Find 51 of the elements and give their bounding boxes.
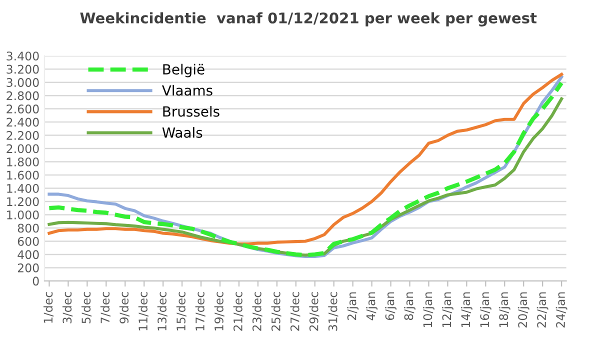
x-tick-label: 8/jan <box>404 292 416 320</box>
x-tick-label: 20/jan <box>518 292 530 328</box>
x-tick-label: 22/jan <box>536 292 548 328</box>
x-tick-label: 18/jan <box>498 292 510 328</box>
legend-label: België <box>163 64 204 78</box>
x-tick-label: 25/dec <box>271 292 282 331</box>
legend-label: Waals <box>162 127 202 138</box>
x-tick-label: 5/dec <box>81 292 92 324</box>
legend-label: Brussels <box>163 106 220 117</box>
y-tick-label: 1.600 <box>7 170 39 180</box>
x-tick-label: 21/dec <box>233 292 244 331</box>
x-tick-label: 11/dec <box>138 292 148 330</box>
x-tick-label: 9/dec <box>119 292 130 324</box>
x-tick-label: 27/dec <box>290 292 300 331</box>
y-tick-label: 3.200 <box>6 64 39 74</box>
x-tick-label: 31/dec <box>328 292 338 331</box>
y-tick-label: 400 <box>18 250 39 260</box>
x-tick-label: 17/dec <box>195 292 206 330</box>
y-tick-label: 0 <box>32 276 39 286</box>
x-tick-label: 12/jan <box>442 292 454 328</box>
y-tick-label: 2.400 <box>6 118 39 127</box>
x-tick-label: 14/jan <box>460 292 472 328</box>
y-tick-label: 600 <box>18 236 39 246</box>
y-tick-label: 1.800 <box>7 157 39 166</box>
x-tick-label: 15/dec <box>176 292 186 330</box>
y-tick-label: 2.600 <box>6 104 39 114</box>
x-tick-label: 1/dec <box>44 292 54 323</box>
x-tick-label: 2/jan <box>347 292 359 320</box>
x-tick-label: 29/dec <box>309 292 320 331</box>
x-tick-label: 16/jan <box>480 292 492 328</box>
y-tick-label: 3.400 <box>6 52 39 60</box>
x-tick-label: 3/dec <box>62 292 73 324</box>
y-tick-label: 200 <box>18 263 39 272</box>
x-tick-label: 4/jan <box>366 292 378 320</box>
x-tick-label: 23/dec <box>252 292 262 331</box>
x-tick-label: 19/dec <box>214 292 224 330</box>
x-tick-label: 24/jan <box>556 292 568 328</box>
y-tick-label: 2.200 <box>6 131 39 140</box>
x-tick-label: 6/jan <box>385 292 396 320</box>
y-tick-label: 2.800 <box>6 91 39 100</box>
y-tick-label: 800 <box>18 224 39 233</box>
y-tick-label: 2.000 <box>6 144 39 154</box>
x-tick-label: 13/dec <box>157 292 168 330</box>
y-tick-label: 3.000 <box>6 78 39 87</box>
x-tick-label: 7/dec <box>100 292 110 324</box>
y-tick-label: 1.200 <box>7 197 39 206</box>
x-tick-label: 10/jan <box>423 292 434 328</box>
y-tick-label: 1.000 <box>7 210 39 220</box>
y-tick-label: 1.400 <box>7 184 39 193</box>
legend-label: Vlaams <box>162 84 212 96</box>
chart-title: Weekincidentie vanaf 01/12/2021 per week per gewest <box>80 12 537 26</box>
